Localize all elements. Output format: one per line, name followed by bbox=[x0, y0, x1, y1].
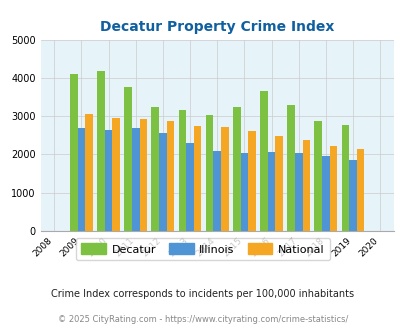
Bar bbox=[85, 114, 92, 231]
Bar bbox=[232, 107, 240, 231]
Bar bbox=[166, 121, 174, 231]
Text: © 2025 CityRating.com - https://www.cityrating.com/crime-statistics/: © 2025 CityRating.com - https://www.city… bbox=[58, 315, 347, 324]
Bar bbox=[159, 133, 166, 231]
Bar bbox=[132, 128, 139, 231]
Bar bbox=[97, 71, 104, 231]
Bar bbox=[314, 121, 321, 231]
Bar bbox=[213, 150, 220, 231]
Bar bbox=[294, 152, 302, 231]
Bar bbox=[112, 118, 119, 231]
Bar bbox=[348, 160, 356, 231]
Bar bbox=[77, 128, 85, 231]
Legend: Decatur, Illinois, National: Decatur, Illinois, National bbox=[76, 238, 329, 260]
Bar bbox=[341, 125, 348, 231]
Title: Decatur Property Crime Index: Decatur Property Crime Index bbox=[100, 20, 334, 34]
Bar bbox=[287, 105, 294, 231]
Bar bbox=[329, 146, 337, 231]
Bar bbox=[302, 140, 309, 231]
Bar bbox=[205, 115, 213, 231]
Bar bbox=[124, 87, 132, 231]
Bar bbox=[240, 153, 247, 231]
Bar bbox=[267, 152, 275, 231]
Bar bbox=[275, 136, 282, 231]
Bar bbox=[356, 149, 364, 231]
Bar bbox=[321, 155, 329, 231]
Bar bbox=[70, 74, 77, 231]
Bar bbox=[104, 130, 112, 231]
Bar bbox=[151, 107, 159, 231]
Bar bbox=[178, 111, 186, 231]
Bar bbox=[260, 91, 267, 231]
Bar bbox=[139, 119, 147, 231]
Bar bbox=[247, 131, 255, 231]
Bar bbox=[220, 127, 228, 231]
Bar bbox=[193, 126, 201, 231]
Bar bbox=[186, 143, 193, 231]
Text: Crime Index corresponds to incidents per 100,000 inhabitants: Crime Index corresponds to incidents per… bbox=[51, 289, 354, 299]
